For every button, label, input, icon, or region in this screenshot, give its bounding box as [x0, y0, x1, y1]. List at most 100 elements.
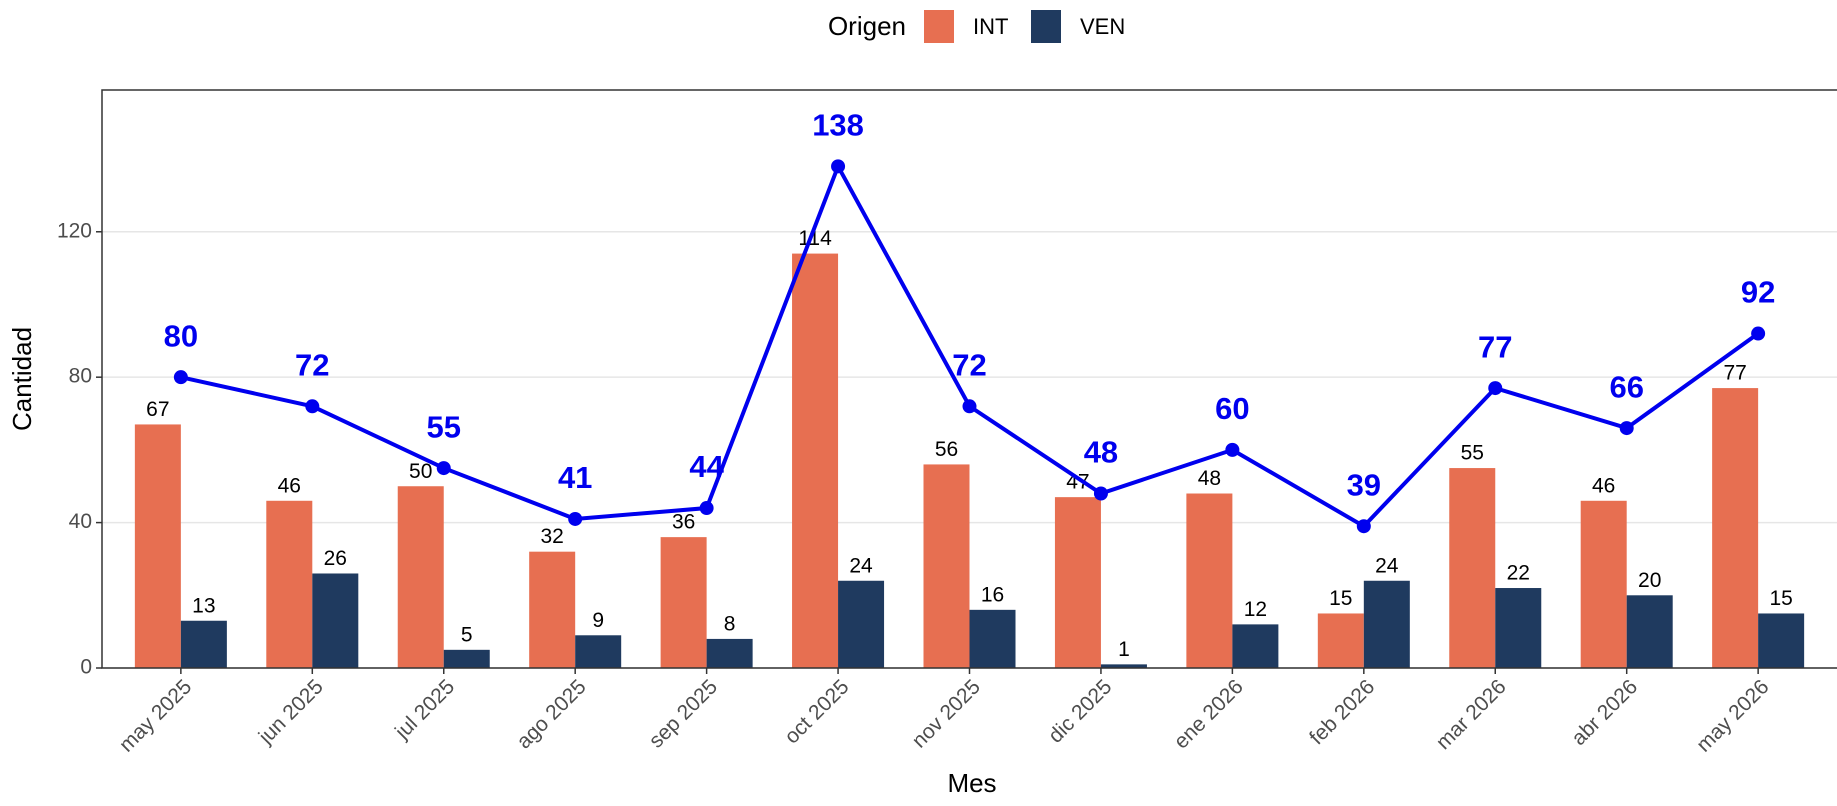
- bar-label: 8: [724, 612, 736, 635]
- bar-label: 32: [541, 525, 564, 548]
- bar-label: 24: [1375, 554, 1399, 577]
- bar: [1626, 595, 1673, 668]
- total-label: 138: [812, 108, 864, 143]
- y-tick-label: 0: [80, 656, 92, 679]
- x-tick-label: oct 2025: [780, 675, 853, 748]
- bar-label: 15: [1769, 587, 1792, 610]
- bar-label: 48: [1198, 467, 1221, 490]
- bar-label: 20: [1638, 569, 1661, 592]
- x-tick-label: sep 2025: [645, 675, 722, 752]
- total-point: [1488, 381, 1503, 396]
- total-label: 44: [689, 449, 724, 484]
- y-tick-label: 40: [69, 510, 92, 533]
- bar: [1186, 493, 1233, 668]
- bar: [1317, 613, 1364, 668]
- total-point: [1093, 486, 1108, 501]
- x-tick-label: ene 2026: [1170, 675, 1248, 753]
- total-label: 60: [1215, 391, 1249, 426]
- total-label: 92: [1741, 275, 1775, 310]
- bar: [1580, 500, 1627, 668]
- total-point: [305, 399, 320, 414]
- y-tick-label: 80: [69, 365, 92, 388]
- bar-label: 1: [1118, 638, 1130, 661]
- bar: [443, 649, 490, 668]
- bar-label: 16: [981, 583, 1004, 606]
- legend-title: Origen: [828, 11, 906, 41]
- x-axis-title: Mes: [947, 768, 996, 798]
- total-label: 72: [952, 347, 986, 382]
- bar-label: 77: [1723, 362, 1746, 385]
- total-label: 55: [427, 409, 461, 444]
- bar: [1100, 664, 1147, 668]
- bar-label: 67: [146, 398, 169, 421]
- bar-label: 12: [1244, 598, 1267, 621]
- x-tick-label: mar 2026: [1432, 675, 1511, 754]
- bar: [312, 573, 359, 668]
- bar: [1363, 580, 1410, 668]
- bar: [660, 537, 707, 668]
- x-tick-label: may 2025: [115, 675, 196, 756]
- bar: [838, 580, 885, 668]
- legend-label: VEN: [1080, 14, 1125, 39]
- bar-label: 5: [461, 623, 473, 646]
- x-tick-label: jun 2025: [254, 675, 328, 749]
- total-label: 41: [558, 460, 592, 495]
- legend-label: INT: [973, 14, 1008, 39]
- bar-label: 36: [672, 511, 695, 534]
- legend-swatch: [924, 10, 954, 43]
- bar: [397, 486, 444, 668]
- total-point: [173, 370, 188, 385]
- bar-label: 46: [278, 474, 301, 497]
- bar: [180, 620, 227, 668]
- bar: [266, 500, 313, 668]
- bar-label: 50: [409, 460, 432, 483]
- total-label: 77: [1478, 329, 1512, 364]
- bar: [529, 551, 576, 668]
- y-axis-title: Cantidad: [7, 327, 37, 431]
- x-tick-label: dic 2025: [1044, 675, 1116, 747]
- total-label: 80: [164, 318, 198, 353]
- total-point: [1356, 519, 1371, 534]
- bar: [706, 638, 753, 668]
- total-label: 72: [295, 347, 329, 382]
- bar-label: 55: [1461, 442, 1484, 465]
- bar: [1232, 624, 1279, 668]
- bar: [134, 424, 181, 668]
- bar-label: 13: [192, 594, 215, 617]
- bar: [1054, 497, 1101, 668]
- bar: [1495, 588, 1542, 668]
- bar: [969, 609, 1016, 668]
- bar-label: 46: [1592, 474, 1615, 497]
- total-label: 39: [1347, 467, 1381, 502]
- bar-label: 9: [592, 609, 604, 632]
- x-tick-label: jul 2025: [390, 675, 459, 744]
- x-tick-label: abr 2026: [1567, 675, 1642, 750]
- bar: [1758, 613, 1805, 668]
- bar: [792, 253, 839, 668]
- x-tick-label: nov 2025: [908, 675, 985, 752]
- bar: [1712, 388, 1759, 668]
- total-point: [831, 159, 846, 174]
- total-point: [568, 511, 583, 526]
- bar: [575, 635, 622, 668]
- total-point: [436, 461, 451, 476]
- bar: [1449, 468, 1496, 668]
- total-label: 66: [1609, 369, 1643, 404]
- total-point: [1619, 421, 1634, 436]
- bar-label: 56: [935, 438, 958, 461]
- bar-label: 15: [1329, 587, 1352, 610]
- panel-border: [101, 89, 1837, 669]
- x-tick-label: may 2026: [1692, 675, 1773, 756]
- total-point: [962, 399, 977, 414]
- x-tick-label: feb 2026: [1305, 675, 1379, 749]
- bar-label: 22: [1507, 562, 1530, 585]
- x-tick-label: ago 2025: [512, 675, 590, 753]
- total-label: 48: [1084, 435, 1118, 470]
- bar-label: 26: [324, 547, 347, 570]
- total-point: [699, 501, 714, 516]
- total-point: [1751, 326, 1766, 341]
- total-point: [1225, 442, 1240, 457]
- legend-swatch: [1031, 10, 1061, 43]
- bar-label: 24: [849, 554, 873, 577]
